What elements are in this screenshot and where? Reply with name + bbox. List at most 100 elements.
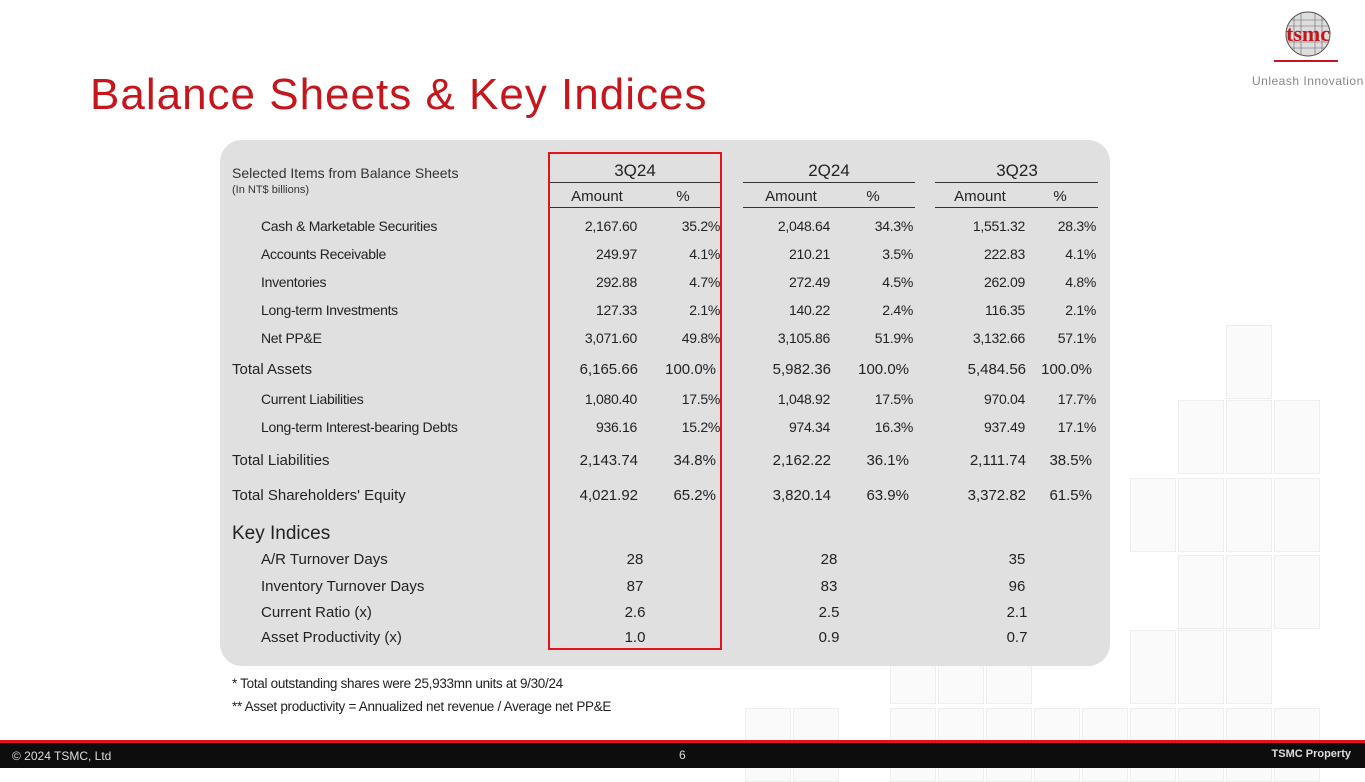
highlight-box-3q24 [548,152,722,650]
row-label: Total Shareholders' Equity [232,487,406,504]
decor-square [1226,325,1272,399]
decor-square [1130,630,1176,704]
percent-cell: 100.0% [1041,361,1092,378]
percent-cell: 36.1% [866,452,909,469]
percent-cell: 38.5% [1049,452,1092,469]
percent-cell: 4.8% [1065,274,1096,290]
amount-cell: 5,982.36 [772,361,831,378]
key-index-value: 2.1 [1006,604,1028,621]
row-label: Total Liabilities [232,452,330,469]
column-amount: Amount [954,188,1006,205]
period-header: 3Q23 [996,161,1038,180]
row-label: Long-term Interest-bearing Debts [261,419,458,435]
percent-cell: 57.1% [1057,330,1097,346]
copyright: © 2024 TSMC, Ltd [12,749,112,763]
row-label: Long-term Investments [261,302,398,318]
tsmc-logo: tsmc [1274,11,1338,62]
amount-cell: 2,162.22 [772,452,831,469]
amount-cell: 1,048.92 [777,391,830,407]
percent-cell: 34.3% [874,218,914,234]
header-divider [743,207,915,208]
key-index-value: 83 [820,578,838,595]
header-divider [743,182,915,183]
percent-cell: 51.9% [874,330,914,346]
decor-square [1274,478,1320,552]
amount-cell: 222.83 [983,246,1025,262]
decor-square [1226,400,1272,474]
key-index-value: 28 [626,551,644,568]
amount-cell: 292.88 [595,274,637,290]
column-amount: Amount [571,188,623,205]
percent-cell: 17.5% [874,391,914,407]
key-index-value: 1.0 [624,629,646,646]
amount-cell: 974.34 [788,419,830,435]
svg-text:tsmc: tsmc [1286,21,1330,46]
amount-cell: 140.22 [788,302,830,318]
percent-cell: 63.9% [866,487,909,504]
table-header: Selected Items from Balance Sheets [232,165,459,181]
amount-cell: 936.16 [595,419,637,435]
key-index-value: 35 [1008,551,1026,568]
percent-cell: 65.2% [673,487,716,504]
percent-cell: 4.1% [1065,246,1096,262]
amount-cell: 2,167.60 [584,218,637,234]
row-label: Current Liabilities [261,391,364,407]
amount-cell: 210.21 [788,246,830,262]
decor-square [1130,478,1176,552]
amount-cell: 3,372.82 [967,487,1026,504]
key-index-label: Current Ratio (x) [261,604,372,621]
decor-square [1178,630,1224,704]
amount-cell: 249.97 [595,246,637,262]
decor-square [1274,400,1320,474]
percent-cell: 4.7% [689,274,720,290]
amount-cell: 4,021.92 [579,487,638,504]
key-index-value: 0.7 [1006,629,1028,646]
key-index-value: 87 [626,578,644,595]
period-header: 2Q24 [808,161,850,180]
decor-square [1274,555,1320,629]
key-index-value: 2.5 [818,604,840,621]
row-label: Accounts Receivable [261,246,387,262]
footer-divider [0,740,1365,743]
percent-cell: 2.1% [1065,302,1096,318]
page-number: 6 [679,748,686,762]
percent-cell: 100.0% [858,361,909,378]
amount-cell: 3,820.14 [772,487,831,504]
period-header: 3Q24 [614,161,656,180]
percent-cell: 15.2% [681,419,721,435]
column-pct: % [866,188,880,205]
percent-cell: 17.1% [1057,419,1097,435]
amount-cell: 3,132.66 [972,330,1025,346]
row-label: Cash & Marketable Securities [261,218,438,234]
column-pct: % [676,188,690,205]
percent-cell: 17.7% [1057,391,1097,407]
percent-cell: 4.1% [689,246,720,262]
percent-cell: 3.5% [882,246,913,262]
amount-cell: 3,071.60 [584,330,637,346]
decor-square [1178,555,1224,629]
amount-cell: 5,484.56 [967,361,1026,378]
table-subheader: (In NT$ billions) [232,184,310,196]
key-index-value: 2.6 [624,604,646,621]
key-index-label: Inventory Turnover Days [261,578,425,595]
property-label: TSMC Property [1271,748,1351,760]
percent-cell: 61.5% [1049,487,1092,504]
decor-square [1226,478,1272,552]
percent-cell: 2.4% [882,302,913,318]
percent-cell: 35.2% [681,218,721,234]
percent-cell: 34.8% [673,452,716,469]
row-label: Total Assets [232,361,313,378]
decor-square [1226,630,1272,704]
row-label: Inventories [261,274,327,290]
row-label: Net PP&E [261,330,322,346]
amount-cell: 2,143.74 [579,452,638,469]
decor-square [1178,478,1224,552]
page-title: Balance Sheets & Key Indices [90,70,708,119]
key-indices-title: Key Indices [232,523,331,544]
percent-cell: 100.0% [665,361,716,378]
balance-sheet-panel [220,140,1110,666]
footnote-shares: * Total outstanding shares were 25,933mn… [232,676,563,691]
key-index-value: 28 [820,551,838,568]
amount-cell: 116.35 [985,302,1025,318]
key-index-value: 0.9 [818,629,840,646]
